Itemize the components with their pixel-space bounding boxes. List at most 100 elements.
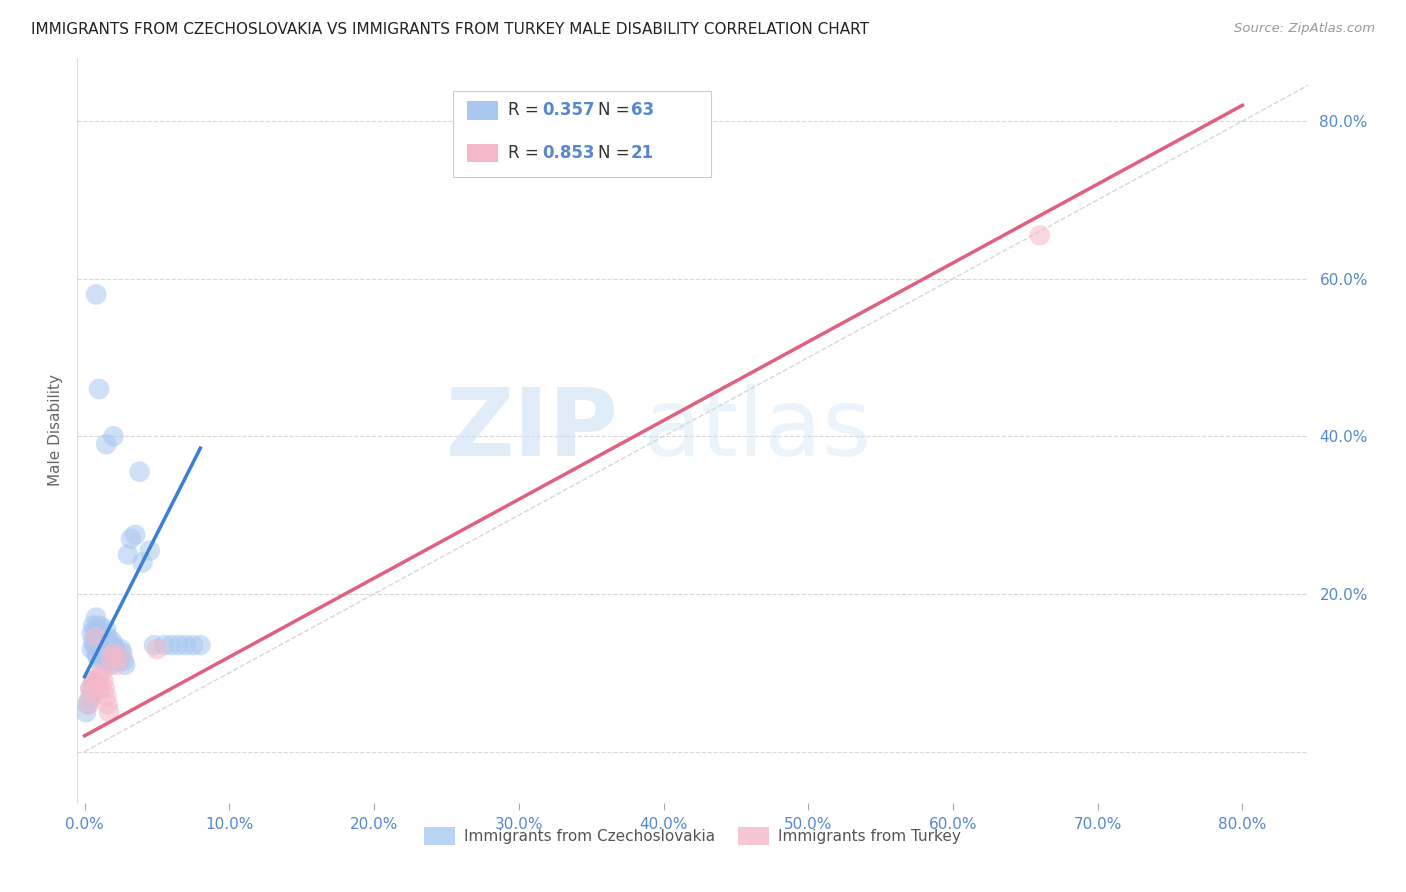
- Point: [138, 543, 160, 558]
- Point: [89, 642, 111, 657]
- Bar: [453, 92, 711, 178]
- Point: [107, 650, 129, 665]
- Point: [101, 634, 124, 648]
- Point: [103, 646, 125, 660]
- Point: [100, 650, 122, 665]
- Point: [97, 650, 120, 665]
- Point: [94, 634, 117, 648]
- Point: [86, 650, 108, 665]
- Point: [174, 638, 197, 652]
- Point: [97, 698, 120, 712]
- Point: [89, 681, 111, 696]
- Point: [98, 638, 121, 652]
- Point: [82, 634, 104, 648]
- Text: 21: 21: [631, 144, 654, 161]
- Point: [84, 626, 107, 640]
- Text: ZIP: ZIP: [446, 384, 619, 476]
- Point: [80, 685, 103, 699]
- Point: [96, 690, 118, 704]
- Point: [131, 556, 153, 570]
- Point: [82, 618, 104, 632]
- Point: [1029, 228, 1052, 243]
- Point: [80, 690, 103, 704]
- Point: [77, 693, 100, 707]
- Point: [97, 630, 120, 644]
- Point: [110, 642, 132, 657]
- Point: [90, 626, 114, 640]
- Point: [114, 657, 136, 672]
- Point: [80, 642, 103, 657]
- Point: [108, 650, 131, 665]
- Point: [87, 654, 110, 668]
- Point: [77, 698, 100, 712]
- Point: [96, 623, 118, 637]
- Point: [117, 548, 139, 562]
- Point: [83, 638, 105, 652]
- Point: [188, 638, 212, 652]
- Text: N =: N =: [598, 144, 634, 161]
- Point: [181, 638, 204, 652]
- Legend: Immigrants from Czechoslovakia, Immigrants from Turkey: Immigrants from Czechoslovakia, Immigran…: [418, 822, 967, 851]
- Point: [112, 654, 135, 668]
- Point: [100, 657, 122, 672]
- Point: [87, 634, 110, 648]
- Point: [84, 287, 107, 301]
- Point: [84, 630, 107, 644]
- Point: [153, 638, 176, 652]
- Point: [94, 654, 117, 668]
- Point: [94, 681, 117, 696]
- Point: [86, 630, 108, 644]
- Point: [87, 618, 110, 632]
- Point: [105, 657, 128, 672]
- Bar: [467, 101, 498, 120]
- Point: [82, 673, 104, 688]
- Point: [96, 437, 118, 451]
- Point: [100, 646, 122, 660]
- Point: [108, 654, 131, 668]
- Point: [128, 465, 150, 479]
- Point: [90, 665, 114, 680]
- Point: [93, 650, 115, 665]
- Y-axis label: Male Disability: Male Disability: [48, 375, 63, 486]
- Point: [103, 429, 125, 443]
- Text: N =: N =: [598, 101, 634, 120]
- Point: [146, 642, 169, 657]
- Point: [124, 528, 146, 542]
- Point: [120, 532, 142, 546]
- Point: [76, 698, 98, 712]
- Point: [80, 626, 103, 640]
- Text: 63: 63: [631, 101, 654, 120]
- Point: [104, 642, 127, 657]
- Point: [103, 638, 125, 652]
- Point: [167, 638, 190, 652]
- Text: IMMIGRANTS FROM CZECHOSLOVAKIA VS IMMIGRANTS FROM TURKEY MALE DISABILITY CORRELA: IMMIGRANTS FROM CZECHOSLOVAKIA VS IMMIGR…: [31, 22, 869, 37]
- Point: [83, 623, 105, 637]
- Text: 0.853: 0.853: [543, 144, 595, 161]
- Point: [87, 670, 110, 684]
- Point: [86, 677, 108, 691]
- Point: [79, 681, 101, 696]
- Point: [79, 681, 101, 696]
- Text: atlas: atlas: [644, 384, 872, 476]
- Point: [103, 654, 125, 668]
- Point: [84, 610, 107, 624]
- Point: [96, 642, 118, 657]
- Point: [75, 705, 97, 719]
- Text: Source: ZipAtlas.com: Source: ZipAtlas.com: [1234, 22, 1375, 36]
- Point: [89, 623, 111, 637]
- Point: [160, 638, 183, 652]
- Point: [87, 382, 110, 396]
- Point: [84, 646, 107, 660]
- Point: [98, 705, 121, 719]
- Point: [105, 646, 128, 660]
- Point: [111, 646, 134, 660]
- Point: [90, 646, 114, 660]
- Point: [83, 677, 105, 691]
- Text: R =: R =: [508, 101, 544, 120]
- Point: [93, 630, 115, 644]
- Point: [143, 638, 166, 652]
- Bar: [467, 144, 498, 162]
- Text: 0.357: 0.357: [543, 101, 595, 120]
- Point: [82, 673, 104, 688]
- Point: [93, 673, 115, 688]
